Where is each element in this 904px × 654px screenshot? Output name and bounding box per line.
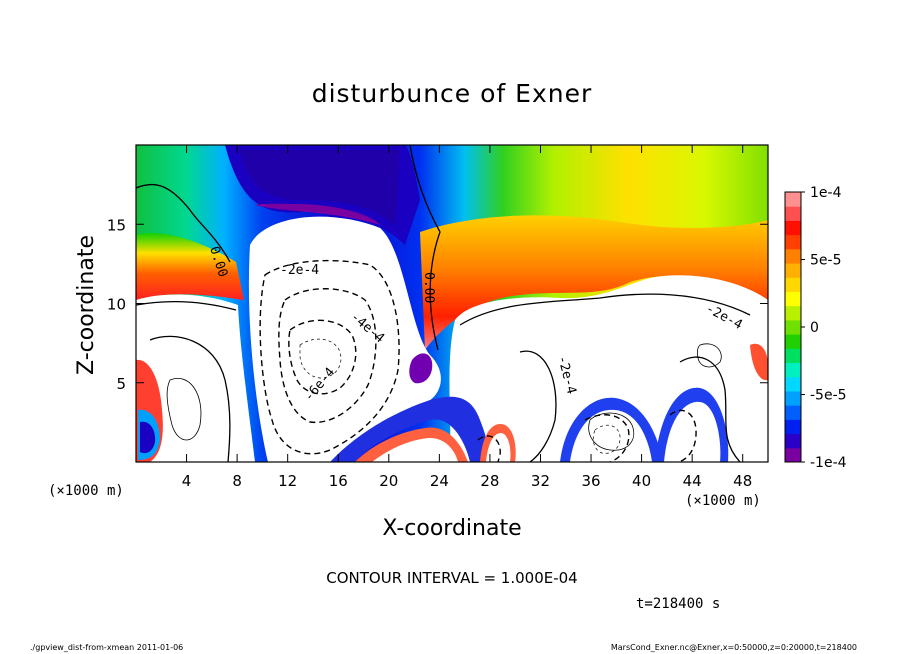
chart-title: disturbunce of Exner: [312, 79, 593, 108]
colorbar-swatch: [785, 362, 801, 378]
colorbar-swatch: [785, 291, 801, 307]
contour-label: -2e-4: [280, 263, 319, 278]
colorbar-swatch: [785, 447, 801, 463]
x-unit-left: (×1000 m): [48, 483, 124, 499]
colorbar-swatch: [785, 376, 801, 392]
x-tick-label: 20: [379, 472, 398, 490]
x-tick-label: 4: [182, 472, 192, 490]
colorbar-tick-label: 1e-4: [810, 185, 842, 201]
colorbar-swatch: [785, 206, 801, 221]
colorbar-tick-label: -5e-5: [810, 388, 847, 404]
x-axis-label: X-coordinate: [382, 516, 521, 541]
y-tick-label: 15: [107, 216, 126, 234]
colorbar-swatch: [785, 220, 801, 236]
colorbar-ticks: 1e-4 5e-5 0 -5e-5 -1e-4: [801, 185, 847, 471]
colorbar-swatch: [785, 390, 801, 406]
colorbar-swatch: [785, 277, 801, 292]
colorbar-swatch: [785, 192, 801, 207]
x-tick-label: 8: [232, 472, 242, 490]
time-text: t=218400 s: [636, 596, 720, 612]
colorbar-tick-label: 5e-5: [810, 253, 841, 269]
colorbar-swatch: [785, 348, 801, 364]
x-tick-label: 36: [581, 472, 600, 490]
contour-interval-text: CONTOUR INTERVAL = 1.000E-04: [326, 569, 577, 587]
colorbar-swatch: [785, 305, 801, 321]
x-tick-label: 12: [278, 472, 297, 490]
x-tick-label: 44: [683, 472, 702, 490]
plot-field: [136, 145, 768, 462]
y-tick-label: 10: [107, 296, 126, 314]
x-tick-label: 16: [329, 472, 348, 490]
colorbar-swatch: [785, 234, 801, 250]
colorbar-tick-label: -1e-4: [810, 455, 847, 471]
colorbar: [785, 192, 801, 463]
x-tick-label: 40: [632, 472, 651, 490]
colorbar-swatch: [785, 319, 801, 335]
colorbar-swatch: [785, 263, 801, 278]
colorbar-swatch: [785, 433, 801, 449]
y-tick-label: 5: [116, 375, 126, 393]
colorbar-tick-label: 0: [810, 320, 819, 336]
colorbar-swatch: [785, 419, 801, 435]
x-unit-right: (×1000 m): [685, 493, 761, 509]
x-tick-label: 28: [480, 472, 499, 490]
footer-right: MarsCond_Exner.nc@Exner,x=0:50000,z=0:20…: [611, 643, 857, 652]
contour-label: 0.00: [421, 272, 436, 303]
y-axis-ticks: 5 10 15: [107, 216, 768, 393]
colorbar-swatch: [785, 405, 801, 420]
colorbar-swatch: [785, 334, 801, 349]
footer-left: ./gpview_dist-from-xmean 2011-01-06: [30, 643, 183, 652]
x-axis-ticks: 4 8 12 16 20 24 28 32 36 40 44 48: [182, 145, 752, 490]
colorbar-swatch: [785, 248, 801, 264]
y-axis-label: Z-coordinate: [74, 235, 99, 375]
x-tick-label: 24: [430, 472, 449, 490]
x-tick-label: 48: [733, 472, 752, 490]
x-tick-label: 32: [531, 472, 550, 490]
